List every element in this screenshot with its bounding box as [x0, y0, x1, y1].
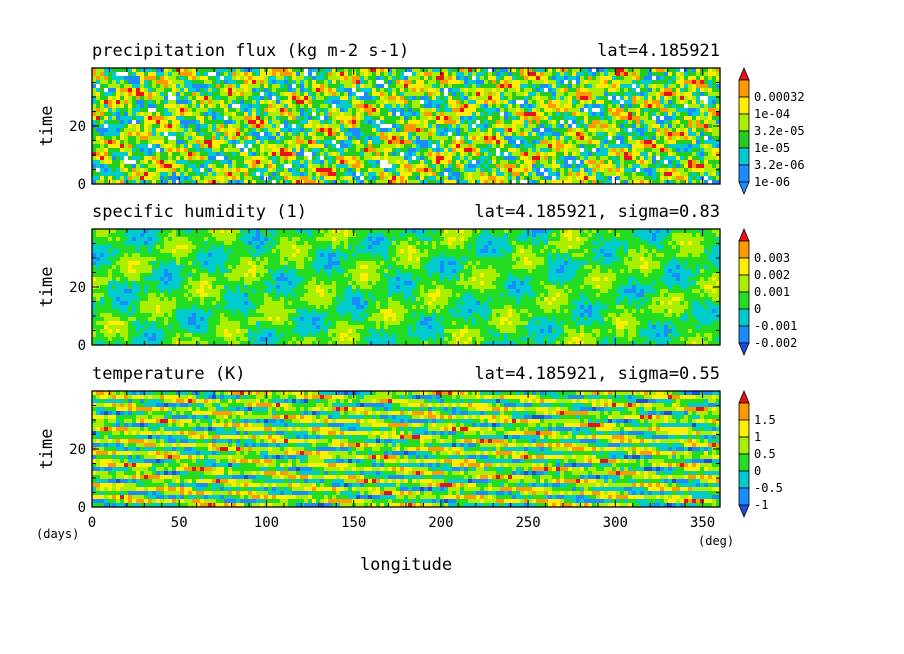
- colorbar-label: -0.5: [754, 481, 783, 495]
- colorbar: -0.002 -0.001 0 0.001 0.002 0.003: [738, 227, 797, 357]
- x-axis-label: longitude: [360, 555, 452, 575]
- colorbar: -1 -0.5 0 0.5 1 1.5: [738, 389, 783, 519]
- x-tick-label: 0: [88, 515, 96, 531]
- y-tick-label: 20: [69, 442, 86, 458]
- panel-title: specific humidity (1): [92, 202, 307, 222]
- x-tick-label: 300: [603, 515, 628, 531]
- heatmap-field: [92, 68, 720, 184]
- colorbar: 1e-06 3.2e-06 1e-05 3.2e-05 1e-04 0.00032: [738, 66, 805, 196]
- colorbar-label: 1e-05: [754, 141, 790, 155]
- y-tick-label: 0: [78, 338, 86, 354]
- y-axis-label: time: [37, 267, 57, 308]
- heatmap-field: [92, 391, 720, 507]
- y-tick-label: 0: [78, 177, 86, 193]
- y-axis-label: time: [37, 106, 57, 147]
- panels: 0 20 precipitation flux (kg m-2 s-1) lat=4.…: [37, 41, 805, 531]
- colorbar-label: 0.003: [754, 251, 790, 265]
- panel-title: temperature (K): [92, 364, 246, 384]
- y-tick-label: 0: [78, 500, 86, 516]
- colorbar-label: 0.001: [754, 285, 790, 299]
- colorbar-label: -0.001: [754, 319, 797, 333]
- x-tick-label: 150: [341, 515, 366, 531]
- colorbar-label: 0: [754, 302, 761, 316]
- colorbar-label: 1.5: [754, 413, 776, 427]
- y-axis-label: time: [37, 429, 57, 470]
- colorbar-label: 0: [754, 464, 761, 478]
- colorbar-label: 3.2e-06: [754, 158, 805, 172]
- x-tick-label: 250: [515, 515, 540, 531]
- panel-subtitle: lat=4.185921, sigma=0.83: [474, 202, 720, 222]
- x-tick-label: 200: [428, 515, 453, 531]
- colorbar-label: 3.2e-05: [754, 124, 805, 138]
- colorbar-label: -1: [754, 498, 768, 512]
- panel-2: 0 20 specific humidity (1) lat=4.185921, si…: [37, 202, 797, 357]
- colorbar-label: 0.5: [754, 447, 776, 461]
- x-unit-label: (deg): [698, 534, 734, 548]
- colorbar-label: 0.00032: [754, 90, 805, 104]
- x-tick-label: 50: [171, 515, 188, 531]
- y-tick-label: 20: [69, 119, 86, 135]
- colorbar-label: 1e-06: [754, 175, 790, 189]
- x-tick-label: 350: [690, 515, 715, 531]
- colorbar-label: 0.002: [754, 268, 790, 282]
- x-tick-label: 100: [254, 515, 279, 531]
- panel-title: precipitation flux (kg m-2 s-1): [92, 41, 409, 61]
- y-tick-label: 20: [69, 280, 86, 296]
- panel-1: 0 20 precipitation flux (kg m-2 s-1) lat=4.…: [37, 41, 805, 196]
- heatmap-field: [92, 229, 720, 345]
- colorbar-label: 1: [754, 430, 761, 444]
- panel-subtitle: lat=4.185921: [597, 41, 720, 61]
- y-unit-label: (days): [36, 527, 79, 541]
- colorbar-label: -0.002: [754, 336, 797, 350]
- panel-subtitle: lat=4.185921, sigma=0.55: [474, 364, 720, 384]
- colorbar-label: 1e-04: [754, 107, 790, 121]
